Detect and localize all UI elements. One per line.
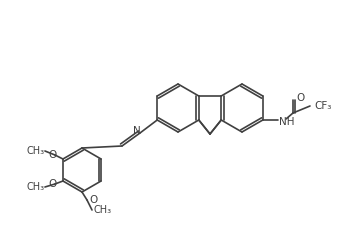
Text: CH₃: CH₃ (94, 205, 112, 215)
Text: O: O (89, 195, 97, 205)
Text: CH₃: CH₃ (27, 182, 45, 192)
Text: N: N (133, 126, 141, 136)
Text: CH₃: CH₃ (27, 146, 45, 156)
Text: CF₃: CF₃ (314, 101, 331, 111)
Text: O: O (49, 150, 57, 160)
Text: NH: NH (279, 117, 295, 127)
Text: O: O (49, 179, 57, 189)
Text: O: O (296, 93, 304, 103)
